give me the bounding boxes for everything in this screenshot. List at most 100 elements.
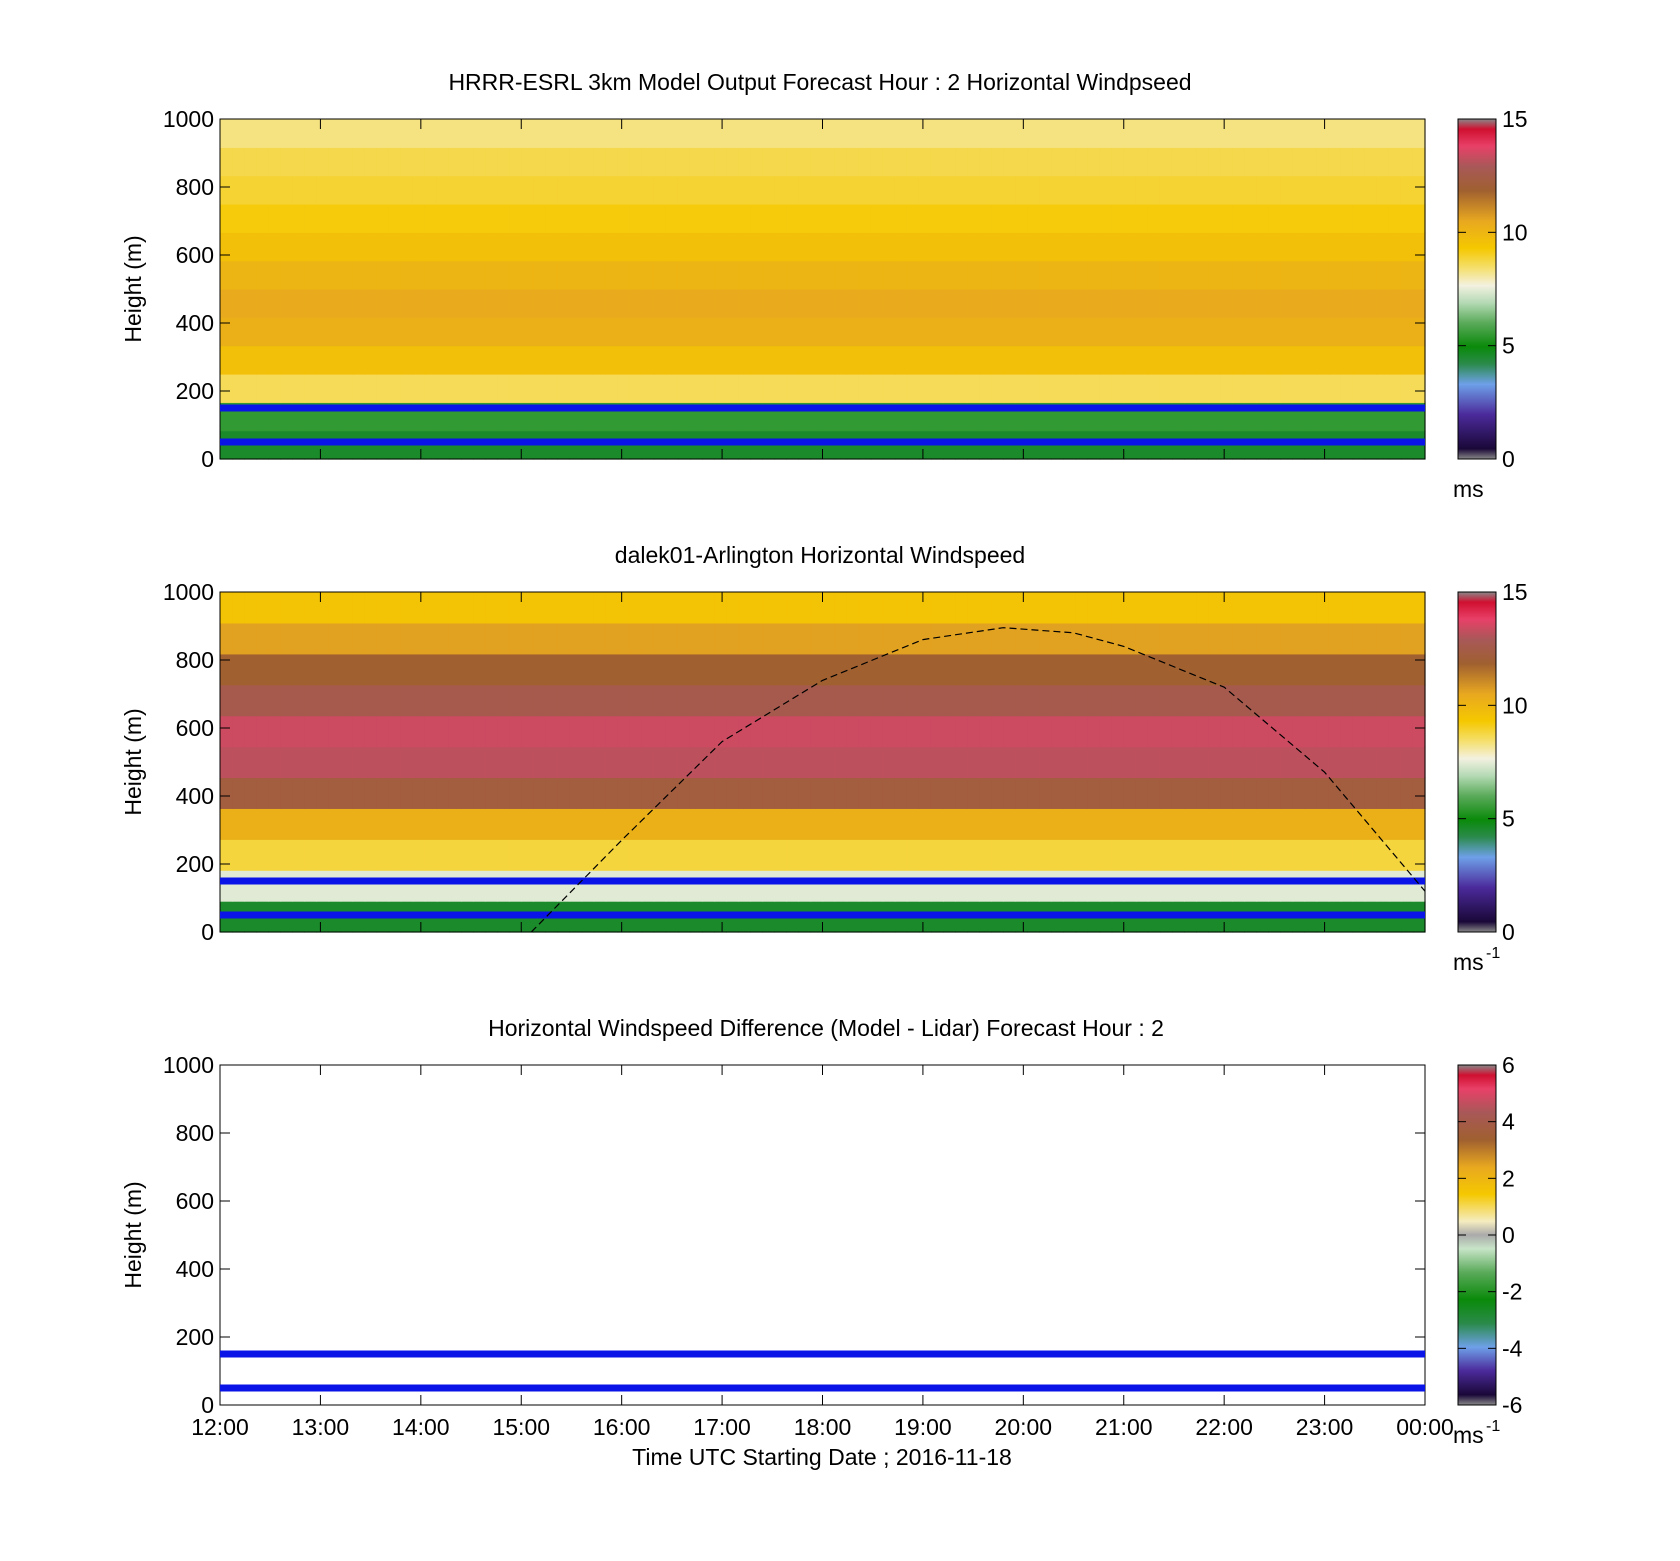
heatmap-cell [364,870,378,902]
heatmap-cell [846,119,860,148]
heatmap-cell [1316,622,1330,655]
heatmap-cell [1220,317,1233,347]
heatmap-cell [1388,622,1402,655]
heatmap-cell [1147,839,1161,871]
heatmap-cell [810,592,824,624]
heatmap-cell [1328,653,1342,686]
heatmap-cell [1111,317,1125,347]
heatmap-cell [1099,119,1113,148]
heatmap-cell [617,260,631,290]
heatmap-cell [292,592,305,624]
heatmap-cell [1123,839,1137,871]
heatmap-cell [1280,232,1294,262]
heatmap-cell [388,119,402,148]
heatmap-cell [376,653,390,686]
heatmap-cell [677,204,691,233]
heatmap-cell [485,870,498,902]
heatmap-cell [220,260,233,290]
heatmap-cell [545,808,558,840]
heatmap-cell [894,870,908,902]
heatmap-cell [653,345,667,375]
heatmap-cell [738,808,751,840]
heatmap-cell [316,746,330,779]
heatmap-cell [870,839,884,871]
heatmap-cell [1220,204,1233,233]
heatmap-cell [400,147,414,177]
heatmap-cell [677,374,691,403]
heatmap-cell [497,715,510,748]
heatmap-cell [569,746,583,779]
heatmap-cell [497,175,510,205]
heatmap-cell [1244,777,1257,809]
heatmap-cell [1412,746,1426,779]
heatmap-cell [1364,317,1378,347]
heatmap-cell [304,317,317,347]
heatmap-cell [1039,808,1053,840]
heatmap-cell [232,684,245,717]
heatmap-cell [593,592,607,624]
heatmap-cell [810,808,824,840]
heatmap-cell [280,777,293,809]
heatmap-cell [641,592,655,624]
heatmap-cell [1352,345,1366,375]
heatmap-cell [930,260,944,290]
heatmap-cell [352,715,366,748]
heatmap-cell [870,204,884,233]
heatmap-cell [1340,653,1354,686]
heatmap-cell [786,684,799,717]
heatmap-cell [581,374,595,403]
heatmap-cell [1015,204,1028,233]
heatmap-cell [1400,345,1414,375]
heatmap-cell [894,175,908,205]
heatmap-cell [1063,317,1077,347]
heatmap-cell [1075,317,1089,347]
heatmap-cell [894,317,908,347]
heatmap-cell [1003,653,1016,686]
heatmap-cell [316,715,330,748]
heatmap-cell [1388,653,1402,686]
heatmap-cell [1304,592,1318,624]
heatmap-cell [930,232,944,262]
heatmap-cell [1087,260,1101,290]
heatmap-cell [822,345,836,375]
heatmap-cell [1232,653,1245,686]
heatmap-cell [1268,622,1281,655]
heatmap-cell [557,622,571,655]
heatmap-cell [461,746,474,779]
heatmap-cell [244,592,257,624]
heatmap-cell [485,119,498,148]
heatmap-cell [774,592,787,624]
heatmap-cell [400,232,414,262]
heatmap-cell [280,204,293,233]
heatmap-cell [292,870,305,902]
heatmap-cell [726,592,739,624]
heatmap-cell [533,684,546,717]
heatmap-cell [726,839,739,871]
heatmap-cell [870,592,884,624]
heatmap-cell [1256,592,1269,624]
heatmap-cell [1075,715,1089,748]
heatmap-cell [1208,119,1221,148]
heatmap-cell [714,592,727,624]
heatmap-cell [930,870,944,902]
heatmap-cell [930,653,944,686]
heatmap-cell [521,175,534,205]
heatmap-cell [497,870,510,902]
heatmap-cell [810,870,824,902]
heatmap-cell [1232,175,1245,205]
heatmap-cell [1316,777,1330,809]
heatmap-cell [328,622,342,655]
heatmap-cell [1412,119,1426,148]
heatmap-cell [870,260,884,290]
heatmap-cell [1328,204,1342,233]
heatmap-cell [1099,204,1113,233]
heatmap-cell [822,175,836,205]
heatmap-cell [473,808,486,840]
heatmap-cell [798,870,812,902]
heatmap-cell [702,777,715,809]
heatmap-cell [653,622,667,655]
colorbar-unit: ms [1453,949,1484,975]
heatmap-cell [714,684,727,717]
heatmap-cell [943,808,956,840]
heatmap-cell [436,260,450,290]
